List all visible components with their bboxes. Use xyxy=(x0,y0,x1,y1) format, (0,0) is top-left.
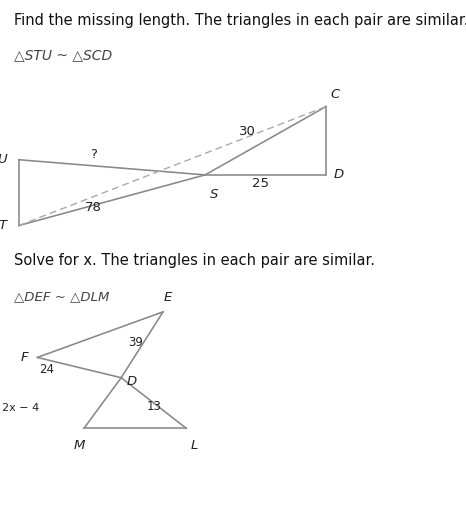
Text: D: D xyxy=(333,168,343,182)
Text: 24: 24 xyxy=(39,363,54,376)
Text: △DEF ~ △DLM: △DEF ~ △DLM xyxy=(14,290,110,303)
Text: 78: 78 xyxy=(85,201,102,214)
Text: 30: 30 xyxy=(239,125,255,138)
Text: T: T xyxy=(0,219,7,232)
Text: 39: 39 xyxy=(128,336,143,349)
Text: C: C xyxy=(331,88,340,101)
Text: 13: 13 xyxy=(146,400,161,413)
Text: Find the missing length. The triangles in each pair are similar.: Find the missing length. The triangles i… xyxy=(14,13,466,28)
Text: △STU ~ △SCD: △STU ~ △SCD xyxy=(14,48,112,62)
Text: D: D xyxy=(127,375,137,388)
Text: F: F xyxy=(21,351,28,364)
Text: U: U xyxy=(0,153,7,166)
Text: 25: 25 xyxy=(253,177,269,190)
Text: Solve for x. The triangles in each pair are similar.: Solve for x. The triangles in each pair … xyxy=(14,254,375,269)
Text: E: E xyxy=(164,291,172,304)
Text: L: L xyxy=(191,439,199,452)
Text: S: S xyxy=(210,188,218,201)
Text: ?: ? xyxy=(90,148,96,161)
Text: 2x − 4: 2x − 4 xyxy=(2,403,40,413)
Text: M: M xyxy=(74,439,85,452)
